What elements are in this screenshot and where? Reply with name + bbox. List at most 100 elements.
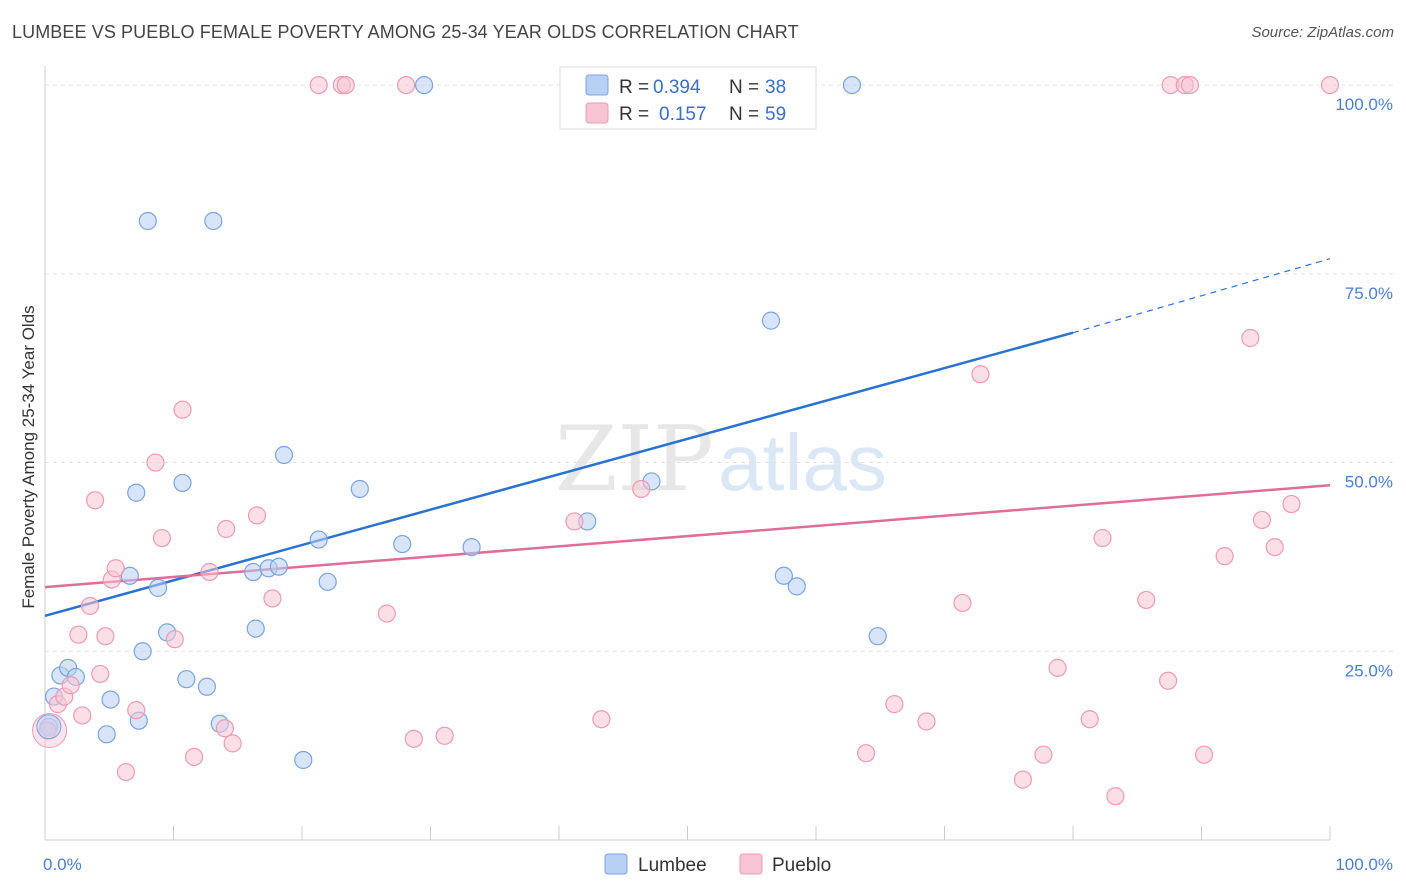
pueblo-point: [217, 519, 236, 539]
pueblo-point: [1282, 494, 1301, 514]
pueblo-point: [1093, 528, 1112, 548]
legend-pueblo-r-value: 0.157: [659, 104, 707, 125]
y-tick-label: 100.0%: [1335, 95, 1393, 114]
lumbee-trendline-extension: [1072, 258, 1331, 334]
pueblo-point: [1215, 547, 1234, 566]
pueblo-point: [857, 744, 876, 763]
lumbee-point: [138, 211, 157, 231]
watermark-atlas: atlas: [718, 418, 887, 507]
x-tick-label-min: 0.0%: [43, 855, 82, 874]
gridlines: 25.0% 50.0% 75.0% 100.0%: [45, 84, 1395, 680]
x-tick-label-max: 100.0%: [1335, 855, 1393, 874]
lumbee-point: [204, 211, 223, 231]
lumbee-point: [787, 577, 806, 596]
legend-pueblo-r-label: R =: [619, 104, 649, 125]
lumbee-point: [294, 750, 313, 770]
pueblo-point: [223, 734, 242, 753]
lumbee-trendline: [44, 331, 1074, 617]
bottom-legend-lumbee: Lumbee: [638, 855, 707, 876]
pueblo-point: [885, 695, 904, 714]
pueblo-point: [200, 562, 219, 582]
pueblo-point: [1158, 671, 1178, 690]
pueblo-point: [173, 400, 192, 419]
legend-lumbee-n-value: 38: [765, 77, 786, 98]
pueblo-point: [632, 479, 651, 499]
pueblo-point: [336, 75, 355, 95]
lumbee-point: [414, 75, 434, 95]
pueblo-point: [61, 676, 80, 695]
bottom-legend-pueblo: Pueblo: [772, 855, 831, 876]
watermark: ZIP atlas: [555, 407, 887, 512]
lumbee-point: [133, 642, 152, 661]
lumbee-point: [842, 75, 862, 95]
pueblo-point: [1241, 328, 1260, 348]
lumbee-point: [244, 562, 263, 582]
lumbee-point: [101, 690, 120, 709]
lumbee-point: [393, 534, 412, 554]
legend-lumbee-r-value: 0.394: [653, 77, 701, 98]
legend-pueblo-n-label: N =: [729, 104, 759, 125]
pueblo-point: [86, 491, 105, 510]
pueblo-point: [396, 75, 416, 95]
pueblo-point: [1080, 710, 1099, 729]
pueblo-point: [127, 701, 146, 720]
pueblo-point: [917, 712, 936, 731]
lumbee-point: [173, 473, 192, 493]
legend-swatch-lumbee: [585, 74, 609, 96]
y-tick-label: 75.0%: [1345, 284, 1393, 303]
pueblo-point: [106, 559, 125, 578]
pueblo-point: [184, 747, 204, 767]
lumbee-point: [148, 578, 168, 597]
pueblo-point: [1106, 787, 1125, 806]
pueblo-point: [1265, 537, 1284, 557]
pueblo-point: [1034, 745, 1053, 764]
pueblo-point: [247, 506, 267, 525]
lumbee-point: [127, 483, 146, 502]
lumbee-point: [269, 557, 288, 576]
lumbee-point: [246, 619, 265, 638]
y-tick-label: 50.0%: [1345, 473, 1393, 492]
lumbee-point: [177, 670, 196, 689]
pueblo-point: [1180, 75, 1200, 95]
pueblo-point: [1137, 590, 1156, 610]
lumbee-point: [868, 627, 887, 646]
pueblo-point: [953, 593, 972, 613]
lumbee-point: [309, 530, 328, 549]
pueblo-point: [80, 596, 100, 616]
watermark-zip: ZIP: [555, 407, 714, 512]
lumbee-point: [462, 537, 481, 557]
pueblo-point: [592, 710, 611, 729]
pueblo-point: [565, 512, 584, 531]
lumbee-point: [318, 572, 337, 591]
lumbee-point: [774, 566, 793, 585]
pueblo-point: [1320, 75, 1340, 95]
lumbee-point: [761, 311, 781, 330]
pueblo-point: [165, 630, 184, 649]
source-label: Source: ZipAtlas.com: [1251, 24, 1394, 41]
lumbee-point: [197, 677, 217, 696]
pueblo-point: [146, 453, 165, 472]
pueblo-point: [116, 762, 136, 782]
legend-swatch-pueblo: [585, 102, 609, 124]
axes: 0.0% 100.0%: [43, 66, 1393, 874]
legend: R = 0.394 N = 38 R = 0.157 N = 59: [559, 66, 817, 130]
bottom-legend: Lumbee Pueblo: [604, 853, 831, 876]
bottom-legend-swatch-pueblo: [739, 853, 763, 875]
pueblo-point: [435, 726, 454, 745]
bottom-legend-swatch-lumbee: [604, 853, 628, 875]
y-tick-label: 25.0%: [1345, 661, 1393, 680]
pueblo-point: [96, 627, 115, 646]
legend-lumbee-n-label: N =: [729, 77, 759, 98]
legend-pueblo-n-value: 59: [765, 104, 786, 125]
lumbee-point: [97, 725, 116, 744]
lumbee-point: [350, 479, 369, 499]
pueblo-point: [91, 664, 110, 684]
pueblo-point: [377, 604, 396, 623]
lumbee-point-large: [36, 714, 62, 740]
pueblo-point: [1013, 770, 1032, 789]
pueblo-point: [215, 719, 234, 738]
pueblo-point: [69, 625, 88, 644]
pueblo-point: [1048, 658, 1067, 677]
pueblo-point: [1252, 510, 1271, 530]
